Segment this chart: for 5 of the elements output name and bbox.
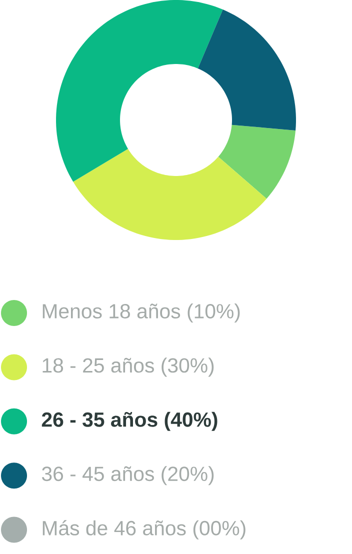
legend-label: 18 - 25 años (30%) <box>42 358 214 377</box>
legend-label: 26 - 35 años (40%) <box>42 412 218 431</box>
legend-label: 36 - 45 años (20%) <box>42 466 214 486</box>
legend-label: Menos 18 años (10%) <box>42 303 240 323</box>
legend-label: Más de 46 años (00%) <box>42 520 246 540</box>
